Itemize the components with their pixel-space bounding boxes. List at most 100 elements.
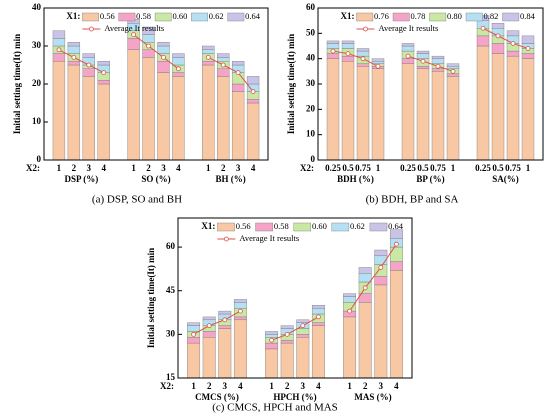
bar-segment — [521, 53, 535, 59]
bar-segment — [246, 76, 260, 85]
bar-segment — [296, 319, 310, 323]
legend-title: X1: — [341, 11, 355, 21]
bar-segment — [416, 68, 430, 161]
bar-segment — [389, 246, 403, 262]
group-label: SO (%) — [141, 174, 170, 184]
x-tick-label: 0.25 — [325, 163, 341, 173]
group-label: CMCS (%) — [195, 392, 239, 402]
bar-segment — [231, 83, 245, 92]
legend-swatch — [154, 12, 172, 22]
bar-segment — [233, 302, 247, 309]
bar-segment — [280, 342, 294, 379]
x-tick-label: 1 — [191, 381, 196, 391]
bar-segment — [389, 261, 403, 271]
bar-segment — [172, 72, 185, 77]
legend-swatch — [331, 222, 350, 232]
x-tick-label: 4 — [316, 381, 321, 391]
x-tick-label: 3 — [161, 163, 166, 173]
x-tick-label: 1 — [57, 163, 62, 173]
x-tick-label: 0.5 — [342, 163, 354, 173]
y-tick-label: 15 — [166, 372, 176, 382]
bar-segment — [97, 79, 110, 85]
bar-segment — [374, 249, 388, 257]
average-marker — [378, 265, 384, 270]
average-marker — [420, 58, 426, 64]
average-marker — [269, 337, 275, 343]
x-tick-label: 1 — [526, 163, 531, 173]
average-marker — [250, 89, 256, 94]
bar-segment — [491, 23, 505, 29]
average-marker — [235, 70, 241, 75]
legend-label: 0.64 — [245, 11, 261, 21]
bar-segment — [280, 339, 294, 344]
bar-segment — [341, 43, 355, 49]
bar-segment — [356, 48, 370, 52]
average-marker — [393, 241, 399, 247]
bar-segment — [311, 307, 325, 315]
average-line — [271, 316, 319, 341]
x-axis-label: X2: — [160, 381, 174, 391]
group-label: BP (%) — [416, 174, 444, 184]
bar-segment — [218, 325, 232, 329]
average-marker — [222, 317, 228, 323]
average-marker — [300, 323, 306, 329]
bar-segment — [506, 55, 520, 161]
average-marker — [284, 331, 290, 337]
y-tick-label: 10 — [32, 116, 42, 126]
y-tick-label: 40 — [306, 53, 316, 63]
group-label: BDH (%) — [337, 174, 374, 184]
legend-label: 0.78 — [411, 11, 426, 21]
bar-segment — [476, 35, 490, 47]
bar-segment — [202, 316, 216, 321]
x-tick-label: 1 — [131, 163, 136, 173]
bar-segment — [172, 76, 185, 161]
bar-segment — [311, 325, 325, 379]
x-tick-label: 0.75 — [505, 163, 521, 173]
bar-segment — [202, 337, 216, 379]
y-tick-label: 0 — [311, 154, 316, 164]
bar-segment — [401, 58, 415, 64]
legend-label: 0.80 — [447, 11, 462, 21]
bar-segment — [157, 61, 170, 73]
bar-segment — [233, 299, 247, 303]
average-marker — [161, 55, 166, 60]
y-tick-label: 10 — [306, 129, 316, 139]
bar-segment — [67, 61, 81, 66]
bar-segment — [52, 30, 66, 39]
average-marker — [450, 68, 456, 74]
bar-segment — [157, 72, 170, 161]
bar-segment — [446, 76, 460, 161]
legend-title: X1: — [201, 221, 215, 231]
legend-swatch — [191, 12, 208, 22]
bar-segment — [431, 55, 445, 59]
bar-segment — [127, 49, 140, 161]
caption: (c) CMCS, HPCH and MAS — [212, 402, 338, 414]
legend-label: 0.84 — [520, 11, 536, 21]
bar-segment — [371, 68, 385, 161]
legend-swatch — [227, 12, 245, 22]
bar-segment — [202, 45, 215, 50]
bar-segment — [446, 73, 460, 77]
bar-segment — [431, 71, 445, 161]
average-marker — [237, 308, 243, 314]
bar-segment — [431, 58, 445, 64]
average-marker — [405, 53, 411, 59]
y-tick-label: 20 — [306, 103, 316, 113]
bar-segment — [217, 57, 230, 62]
bar-segment — [97, 83, 110, 161]
average-marker — [435, 63, 441, 69]
group-label: DSP (%) — [64, 174, 98, 184]
legend-label: 0.62 — [209, 11, 224, 21]
legend-label: 0.60 — [172, 11, 187, 21]
bar-segment — [326, 40, 340, 44]
legend-label: Average It results — [104, 23, 164, 33]
bar-segment — [246, 102, 260, 161]
bar-segment — [356, 50, 370, 57]
x-tick-label: 1 — [347, 381, 352, 391]
bar-segment — [416, 50, 430, 54]
y-tick-label: 0 — [37, 154, 42, 164]
legend-label: 0.56 — [100, 11, 115, 21]
legend-label: Average It results — [239, 233, 299, 243]
x-tick-label: 1 — [269, 381, 274, 391]
